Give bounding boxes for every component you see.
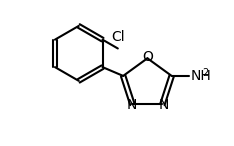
Text: Cl: Cl [111, 30, 125, 44]
Text: 2: 2 [202, 68, 208, 78]
Text: N: N [126, 98, 137, 112]
Text: N: N [158, 98, 168, 112]
Text: NH: NH [190, 69, 211, 83]
Text: O: O [142, 50, 153, 64]
